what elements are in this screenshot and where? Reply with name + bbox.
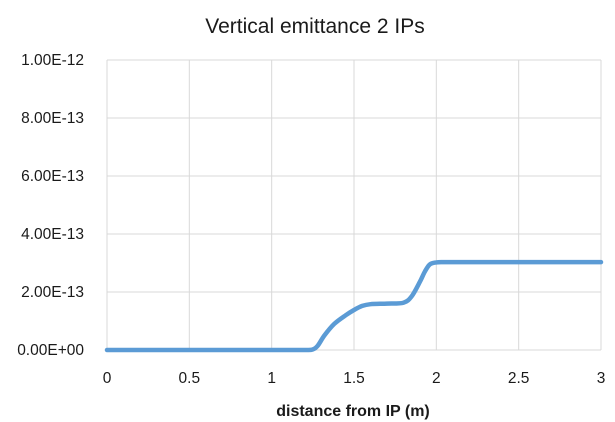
y-axis-ticks: 0.00E+00 2.00E-13 4.00E-13 6.00E-13 8.00E-13… [17, 52, 84, 359]
x-axis-ticks: 0 0.5 1 1.5 2 2.5 3 [103, 370, 606, 387]
x-tick-label: 0 [103, 370, 112, 387]
y-tick-label: 8.00E-13 [21, 110, 84, 127]
y-tick-label: 1.00E-12 [21, 52, 84, 69]
x-tick-label: 1 [267, 370, 276, 387]
series-line [104, 259, 604, 353]
x-axis-label: distance from IP (m) [276, 403, 430, 420]
series-group [104, 259, 604, 353]
y-tick-label: 2.00E-13 [21, 284, 84, 301]
y-tick-label: 6.00E-13 [21, 168, 84, 185]
chart-title: Vertical emittance 2 IPs [205, 15, 424, 38]
y-tick-label: 0.00E+00 [17, 342, 84, 359]
x-tick-label: 2.5 [508, 370, 530, 387]
x-tick-label: 3 [597, 370, 606, 387]
x-tick-label: 0.5 [179, 370, 201, 387]
gridlines [106, 59, 602, 351]
y-tick-label: 4.00E-13 [21, 226, 84, 243]
x-tick-label: 1.5 [343, 370, 365, 387]
x-tick-label: 2 [432, 370, 441, 387]
